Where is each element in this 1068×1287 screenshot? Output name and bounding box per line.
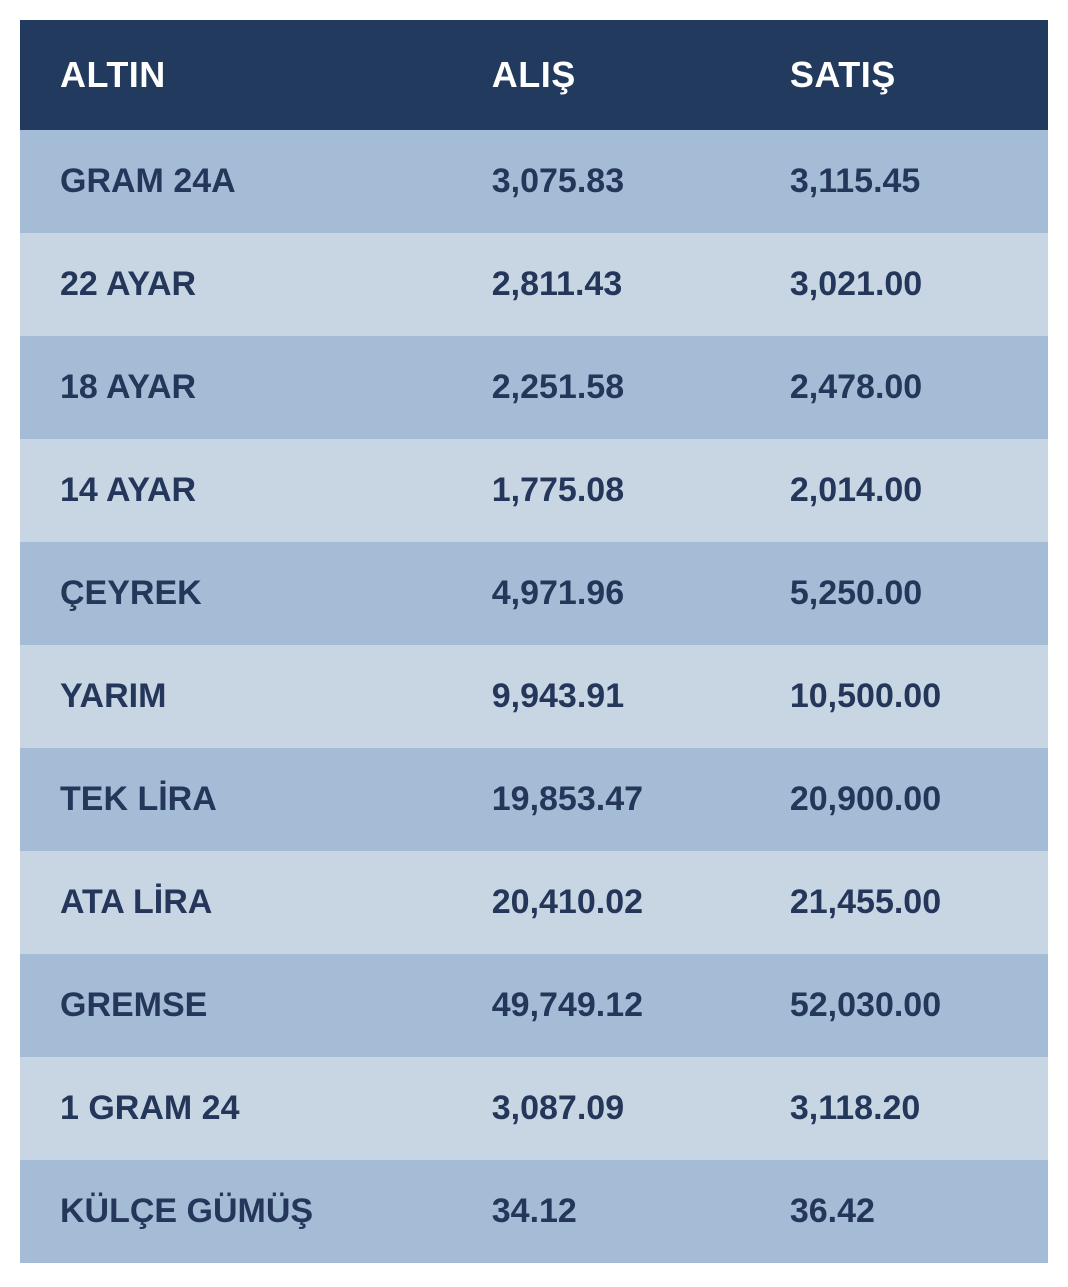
row-name: YARIM (20, 645, 452, 748)
row-sell: 5,250.00 (750, 542, 1048, 645)
table-row: 1 GRAM 243,087.093,118.20 (20, 1057, 1048, 1160)
col-header-buy: ALIŞ (452, 20, 750, 130)
row-sell: 3,118.20 (750, 1057, 1048, 1160)
row-sell: 3,115.45 (750, 130, 1048, 233)
row-buy: 2,811.43 (452, 233, 750, 336)
table-head: ALTIN ALIŞ SATIŞ (20, 20, 1048, 130)
row-sell: 21,455.00 (750, 851, 1048, 954)
row-name: 22 AYAR (20, 233, 452, 336)
table-row: ATA LİRA20,410.0221,455.00 (20, 851, 1048, 954)
table-row: 22 AYAR2,811.433,021.00 (20, 233, 1048, 336)
row-sell: 3,021.00 (750, 233, 1048, 336)
row-buy: 9,943.91 (452, 645, 750, 748)
row-buy: 49,749.12 (452, 954, 750, 1057)
row-name: 18 AYAR (20, 336, 452, 439)
row-name: 1 GRAM 24 (20, 1057, 452, 1160)
table-body: GRAM 24A3,075.833,115.4522 AYAR2,811.433… (20, 130, 1048, 1263)
table-row: ÇEYREK4,971.965,250.00 (20, 542, 1048, 645)
table-row: TEK LİRA19,853.4720,900.00 (20, 748, 1048, 851)
table-row: 18 AYAR2,251.582,478.00 (20, 336, 1048, 439)
row-buy: 1,775.08 (452, 439, 750, 542)
table-row: GRAM 24A3,075.833,115.45 (20, 130, 1048, 233)
row-name: GRAM 24A (20, 130, 452, 233)
row-buy: 3,087.09 (452, 1057, 750, 1160)
row-sell: 2,478.00 (750, 336, 1048, 439)
row-buy: 20,410.02 (452, 851, 750, 954)
col-header-sell: SATIŞ (750, 20, 1048, 130)
table-row: 14 AYAR1,775.082,014.00 (20, 439, 1048, 542)
row-buy: 3,075.83 (452, 130, 750, 233)
row-name: ÇEYREK (20, 542, 452, 645)
row-buy: 4,971.96 (452, 542, 750, 645)
row-buy: 19,853.47 (452, 748, 750, 851)
row-name: GREMSE (20, 954, 452, 1057)
col-header-name: ALTIN (20, 20, 452, 130)
row-name: ATA LİRA (20, 851, 452, 954)
table-row: KÜLÇE GÜMÜŞ34.1236.42 (20, 1160, 1048, 1263)
row-sell: 20,900.00 (750, 748, 1048, 851)
row-buy: 34.12 (452, 1160, 750, 1263)
row-name: 14 AYAR (20, 439, 452, 542)
gold-price-table: ALTIN ALIŞ SATIŞ GRAM 24A3,075.833,115.4… (20, 20, 1048, 1263)
row-sell: 10,500.00 (750, 645, 1048, 748)
row-name: KÜLÇE GÜMÜŞ (20, 1160, 452, 1263)
row-buy: 2,251.58 (452, 336, 750, 439)
row-sell: 2,014.00 (750, 439, 1048, 542)
table-header-row: ALTIN ALIŞ SATIŞ (20, 20, 1048, 130)
page-wrap: ALTIN ALIŞ SATIŞ GRAM 24A3,075.833,115.4… (0, 0, 1068, 1287)
table-row: YARIM9,943.9110,500.00 (20, 645, 1048, 748)
row-sell: 36.42 (750, 1160, 1048, 1263)
table-row: GREMSE49,749.1252,030.00 (20, 954, 1048, 1057)
row-sell: 52,030.00 (750, 954, 1048, 1057)
row-name: TEK LİRA (20, 748, 452, 851)
